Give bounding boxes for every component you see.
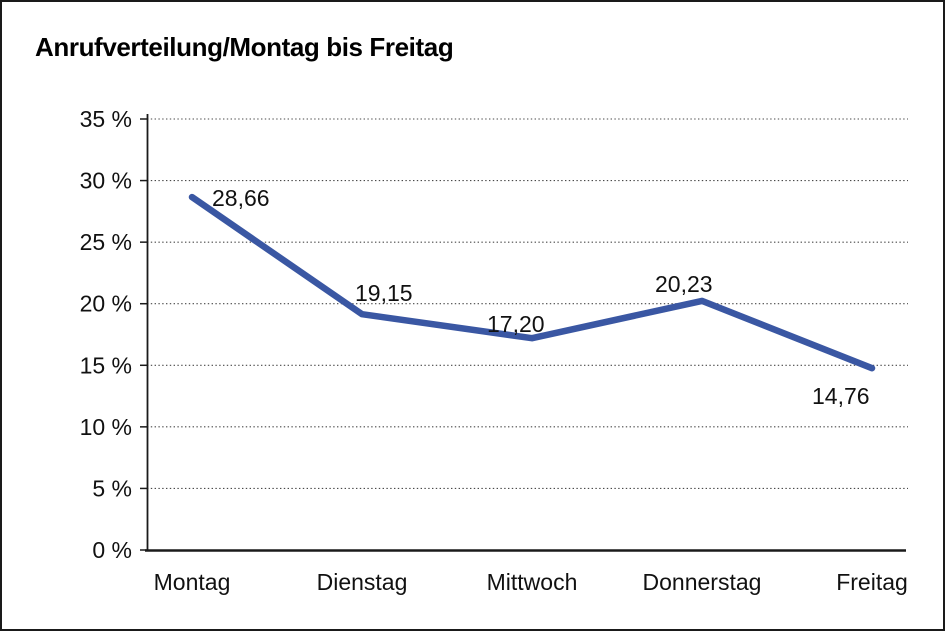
y-tick-label: 20 % <box>80 291 132 317</box>
x-axis-label: Montag <box>154 569 231 595</box>
x-axis-label: Donnerstag <box>643 569 762 595</box>
x-axis-label: Dienstag <box>317 569 408 595</box>
y-tick-label: 0 % <box>92 537 132 563</box>
x-axis-label: Freitag <box>836 569 908 595</box>
y-tick-label: 5 % <box>92 475 132 501</box>
y-tick-label: 30 % <box>80 168 132 194</box>
data-label: 14,76 <box>812 383 870 409</box>
y-tick-label: 10 % <box>80 414 132 440</box>
data-label: 28,66 <box>212 185 270 211</box>
y-tick-label: 15 % <box>80 352 132 378</box>
y-tick-label: 35 % <box>80 106 132 132</box>
chart-title: Anrufverteilung/Montag bis Freitag <box>35 32 454 62</box>
data-label: 19,15 <box>355 280 413 306</box>
y-tick-label: 25 % <box>80 229 132 255</box>
data-label: 20,23 <box>655 271 713 297</box>
data-label: 17,20 <box>487 311 545 337</box>
x-axis-label: Mittwoch <box>487 569 578 595</box>
data-line <box>188 193 876 372</box>
